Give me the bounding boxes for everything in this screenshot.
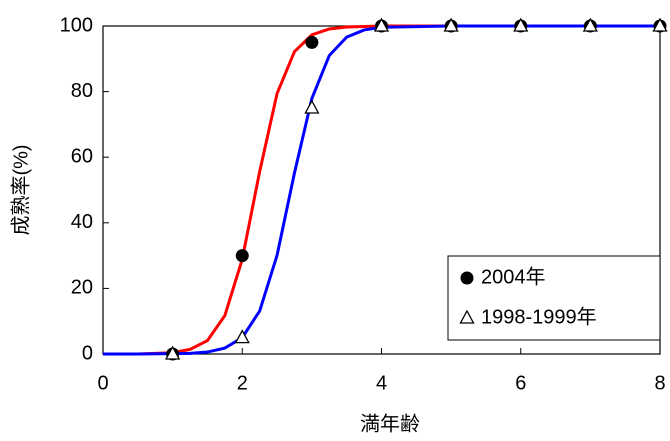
y-axis-label: 成熟率(%) [9,144,32,235]
x-tick-label: 0 [97,372,108,394]
legend-marker [459,309,475,324]
legend-label: 1998-1999年 [481,305,597,328]
point [373,17,390,32]
point [235,249,249,263]
y-tick-label: 100 [60,14,93,36]
point [165,345,181,360]
point [304,99,320,114]
x-tick-label: 2 [237,372,248,394]
legend-label: 2004年 [481,265,546,288]
legend-marker [460,271,474,285]
x-axis-label: 満年齢 [360,412,420,435]
y-tick-label: 40 [71,211,93,233]
x-tick-label: 6 [515,372,526,394]
legend-box [447,255,661,341]
x-tick-label: 4 [376,372,387,394]
point [652,17,668,32]
y-tick-label: 0 [82,342,93,364]
point [443,17,459,32]
point [305,35,319,49]
point [582,17,598,32]
y-tick-label: 20 [71,277,93,299]
x-tick-label: 8 [654,372,665,394]
point [513,17,529,32]
y-tick-label: 80 [71,80,93,102]
y-tick-label: 60 [71,145,93,167]
point [234,329,250,344]
